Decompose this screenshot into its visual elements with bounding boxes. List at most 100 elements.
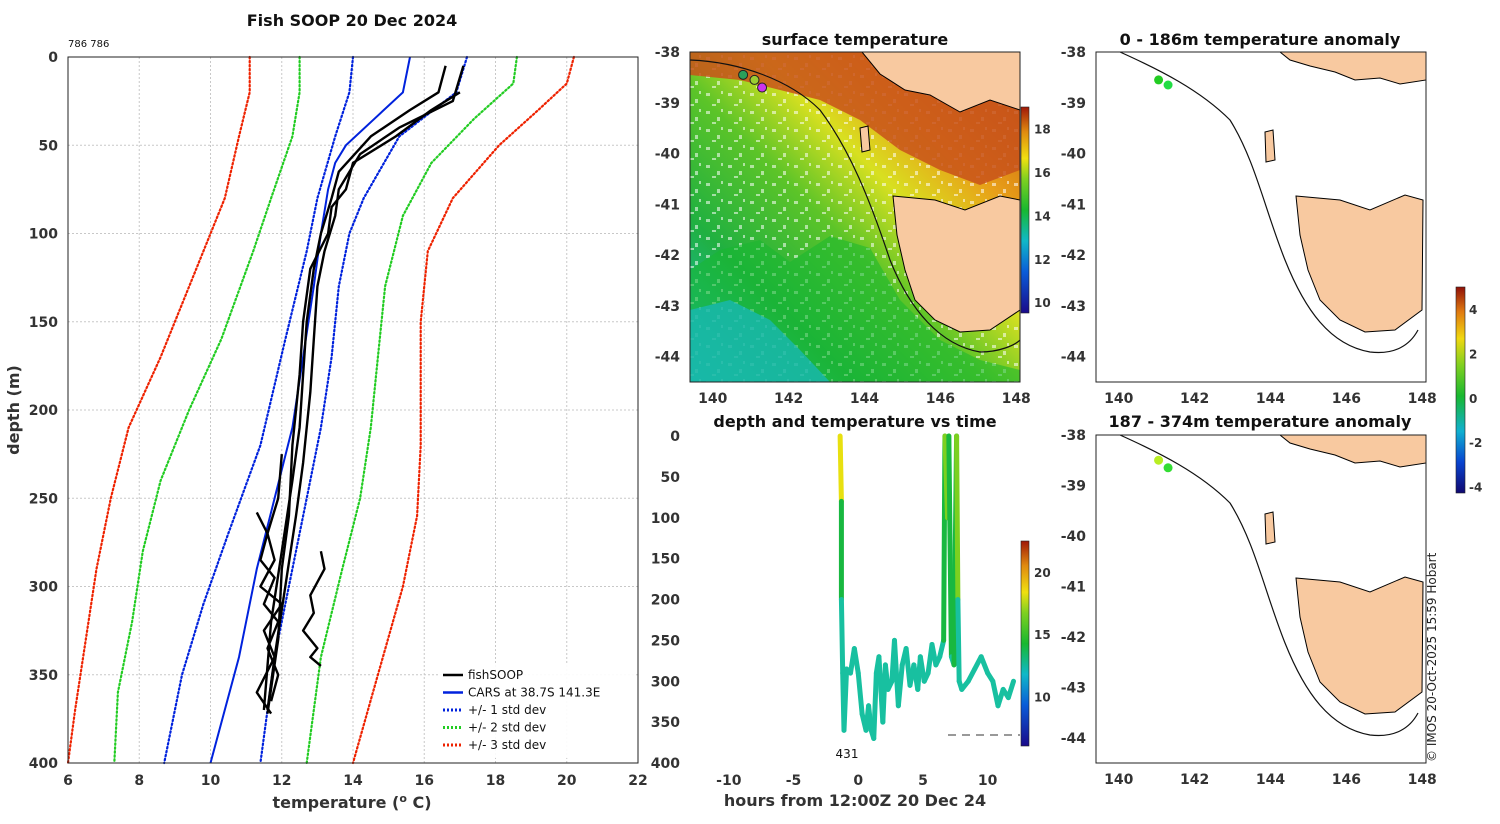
anomaly-upper-x-tick-label: 144: [1256, 391, 1285, 407]
sst-land-king-island: [859, 125, 871, 153]
fishsoop-profile-3: [266, 91, 461, 714]
time-y-tick-label: 400: [651, 756, 680, 772]
time-x-tick-label: 0: [853, 773, 863, 789]
time-x-tick-label: 5: [918, 773, 928, 789]
profile-grid: [68, 57, 638, 763]
sst-colorbar-tick-label: 18: [1034, 123, 1051, 137]
profile-x-tick-label: 20: [557, 773, 577, 789]
time-colorbar-tick-label: 20: [1034, 566, 1051, 580]
anomaly-upper-y-tick-label: -41: [1061, 197, 1086, 213]
profile-legend-label: +/- 2 std dev: [468, 721, 546, 735]
anomaly-lower-y-tick-label: -40: [1061, 529, 1087, 545]
anomaly-lower-land-king-island: [1264, 511, 1276, 545]
anomaly-upper-y-tick-label: -43: [1061, 299, 1086, 315]
sst-cold-water: [690, 300, 830, 382]
time-y-tick-label: 350: [651, 715, 680, 731]
sst-colorbar-tick-label: 12: [1034, 253, 1051, 267]
profile-series: [66, 55, 575, 765]
time-x-tick-label: -5: [786, 773, 802, 789]
profile-y-tick-label: 0: [48, 50, 58, 66]
anomaly-lower-markers: [1154, 455, 1173, 473]
anomaly-lower-x-tick-label: 146: [1332, 772, 1361, 788]
anomaly-lower-x-tick-label: 140: [1104, 772, 1133, 788]
profile-series-cars-1sd-hi: [259, 55, 469, 765]
time-series: [837, 433, 1017, 741]
anomaly-upper-land-tasmania: [1295, 194, 1424, 333]
sst-x-tick-label: 144: [850, 391, 879, 407]
depth-track-segment: [1005, 678, 1017, 701]
depth-track-segment: [871, 670, 879, 741]
fishsoop-profile-1: [262, 65, 447, 711]
anomaly-lower-shelf-contour: [1119, 434, 1419, 737]
sst-shelf-contour: [690, 59, 1020, 353]
sst-land-tasmania: [892, 195, 1020, 333]
sst-y-tick-label: -38: [655, 45, 680, 61]
profile-y-tick-label: 350: [29, 668, 58, 684]
depth-track-segment: [954, 433, 961, 602]
profile-legend-box: [438, 664, 634, 758]
sst-colorbar-ticks: 10 12 14 16 18: [1034, 123, 1051, 310]
profile-title: Fish SOOP 20 Dec 2024: [247, 11, 457, 30]
sst-colorbar: [1020, 106, 1030, 314]
profile-x-tick-label: 18: [486, 773, 505, 789]
time-x-tick-label: 10: [978, 773, 998, 789]
anomaly-upper-title: 0 - 186m temperature anomaly: [1120, 30, 1401, 49]
profile-y-tick-label: 250: [29, 491, 58, 507]
anomaly-colorbar-tick-label: 0: [1469, 392, 1477, 406]
time-y-tick-label: 100: [651, 511, 680, 527]
sst-land-victoria: [861, 52, 1020, 113]
fishsoop-profile-2: [266, 65, 465, 711]
time-annotation: 431: [836, 747, 859, 761]
anomaly-upper-x-tick-label: 142: [1180, 391, 1209, 407]
profile-legend-label: +/- 1 std dev: [468, 703, 546, 717]
profile-legend-label: fishSOOP: [468, 668, 523, 682]
sst-colorbar-tick-label: 14: [1034, 209, 1051, 223]
anomaly-colorbar: [1455, 286, 1466, 494]
depth-time-chart: depth and temperature vs time -10 -5 0 5 100…: [651, 412, 1051, 810]
fishsoop-profile-6: [255, 511, 280, 702]
profile-x-tick-label: 14: [343, 773, 363, 789]
depth-track-segment: [855, 670, 865, 717]
sst-x-tick-label: 142: [774, 391, 803, 407]
sst-y-tick-label: -40: [655, 147, 681, 163]
profile-series-cars-3sd-lo: [66, 55, 251, 765]
profile-annotation: 786 786: [68, 39, 109, 50]
profile-y-ticks: 0 50 100 150 200 250 300 350 400: [29, 50, 58, 772]
anomaly-lower-y-tick-label: -39: [1061, 478, 1086, 494]
time-y-tick-label: 150: [651, 552, 680, 568]
profile-y-tick-label: 300: [29, 580, 58, 596]
anomaly-map-lower: 187 - 374m temperature anomaly 140 142 144…: [1061, 412, 1437, 788]
depth-track-segment: [895, 662, 905, 709]
anomaly-colorbar-tick-label: 2: [1469, 347, 1477, 361]
depth-track-segment: [841, 666, 850, 733]
time-y-tick-label: 0: [670, 429, 680, 445]
anomaly-lower-x-tick-label: 142: [1180, 772, 1209, 788]
anomaly-colorbar-tick-label: 4: [1469, 303, 1477, 317]
anomaly-upper-x-tick-label: 140: [1104, 391, 1133, 407]
profile-legend: fishSOOP CARS at 38.7S 141.3E +/- 1 std de…: [438, 664, 634, 758]
anomaly-upper-shelf-contour: [1119, 51, 1419, 354]
depth-track-segment: [866, 703, 874, 733]
profile-x-ticks: 6 8 10 12 14 16 18 20 22: [63, 773, 648, 789]
time-x-tick-label: -10: [716, 773, 742, 789]
anomaly-upper-axes-frame: [1095, 51, 1427, 383]
profile-xlabel-main: temperature (: [272, 793, 399, 812]
time-colorbar-tick-label: 10: [1034, 690, 1051, 704]
sst-x-tick-label: 146: [926, 391, 955, 407]
anomaly-lower-y-tick-label: -43: [1061, 680, 1086, 696]
profile-y-tick-label: 200: [29, 403, 58, 419]
temperature-profile-chart: Fish SOOP 20 Dec 2024 786 786 6 8 10 12 14 16…: [4, 11, 648, 812]
anomaly-lower-land-tasmania: [1295, 576, 1424, 715]
time-colorbar-tick-label: 15: [1034, 628, 1051, 642]
profile-legend-label: +/- 3 std dev: [468, 738, 546, 752]
depth-track-segment: [837, 433, 844, 504]
profile-series-cars-2sd-lo: [113, 55, 301, 765]
profile-y-tick-label: 150: [29, 315, 58, 331]
anomaly-upper-land-king-island: [1264, 129, 1276, 163]
profile-x-tick-label: 16: [415, 773, 434, 789]
anomaly-upper-markers: [1154, 75, 1173, 90]
anomaly-lower-x-tick-label: 144: [1256, 772, 1285, 788]
profile-series-cars-2sd-hi: [305, 55, 518, 765]
anomaly-lower-ticks: 140 142 144 146 148 -38 -39 -40 -41 -42 -43 -44: [1061, 428, 1437, 788]
